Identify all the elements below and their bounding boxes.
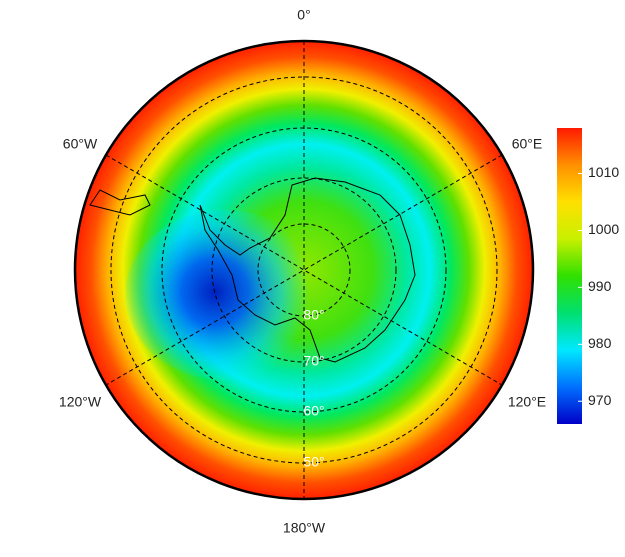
colorbar xyxy=(557,128,582,424)
lat-label: 70° xyxy=(303,353,324,369)
map-border xyxy=(73,39,535,501)
lon-label: 120°W xyxy=(59,394,102,410)
lon-label: 60°W xyxy=(63,136,98,152)
graticule xyxy=(105,41,503,499)
coastline xyxy=(89,189,151,216)
lon-label: 0° xyxy=(297,7,310,23)
pressure-field xyxy=(75,41,533,499)
lon-label: 120°E xyxy=(508,394,546,410)
lat-label: 50° xyxy=(303,454,324,470)
colorbar-tick-label: 1000 xyxy=(588,221,619,237)
colorbar-tick-label: 1010 xyxy=(588,164,619,180)
coastline xyxy=(199,177,416,363)
lat-label: 60° xyxy=(303,403,324,419)
lon-label: 180°W xyxy=(283,520,326,536)
colorbar-tick-label: 980 xyxy=(588,335,612,351)
lon-label: 60°E xyxy=(512,136,543,152)
lat-label: 80° xyxy=(303,307,324,323)
colorbar-tick-label: 990 xyxy=(588,278,612,294)
colorbar-tick-label: 970 xyxy=(588,392,612,408)
